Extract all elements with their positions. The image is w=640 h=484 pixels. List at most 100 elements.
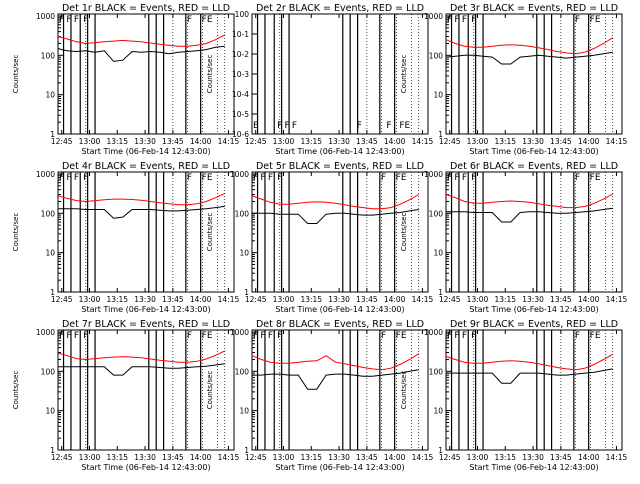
y-tick-label: 1000 [230, 328, 249, 337]
flag-marker: F [66, 331, 71, 341]
x-tick-label: 13:00 [79, 137, 101, 146]
y-axis-label: Counts/sec [206, 213, 214, 252]
y-tick-label: 10-3 [232, 70, 249, 79]
flag-marker: F [277, 173, 282, 183]
y-tick-label: 1 [50, 130, 55, 139]
y-tick-label: 10 [45, 407, 55, 416]
flag-marker: F [357, 121, 362, 131]
y-tick-label: 1000 [424, 170, 443, 179]
plot-frame [57, 13, 235, 135]
y-tick-label: 1000 [230, 170, 249, 179]
series-events [252, 369, 419, 390]
flag-marker: FE [396, 173, 407, 183]
x-tick-label: 14:15 [606, 137, 628, 146]
x-tick-label: 13:00 [273, 295, 295, 304]
flag-marker: F [447, 15, 452, 25]
series-lld [445, 37, 613, 55]
y-axis-label: Counts/sec [12, 213, 20, 252]
flag-marker: E [253, 121, 259, 131]
y-tick-label: 10 [239, 407, 249, 416]
y-tick-label: 10-6 [232, 130, 249, 139]
x-axis-label: Start Time (06-Feb-14 12:43:00) [469, 147, 598, 156]
x-tick-label: 14:15 [412, 295, 434, 304]
y-axis-label: Counts/sec [400, 55, 408, 94]
panel-7: Det 7r BLACK = Events, RED = LLD Start Ti… [12, 319, 239, 472]
y-tick-label: 10 [433, 249, 443, 258]
flag-marker: FE [202, 331, 213, 341]
series-events [58, 363, 225, 376]
y-tick-label: 1000 [424, 328, 443, 337]
series-events [445, 51, 613, 65]
flag-marker: F [260, 331, 265, 341]
x-axis-label: Start Time (06-Feb-14 12:43:00) [81, 147, 210, 156]
x-tick-label: 14:00 [384, 137, 406, 146]
flag-marker: F [268, 331, 273, 341]
x-tick-label: 13:00 [467, 137, 489, 146]
x-axis-label: Start Time (06-Feb-14 12:43:00) [81, 463, 210, 472]
x-tick-label: 14:15 [218, 453, 240, 462]
y-tick-label: 10-4 [232, 90, 249, 99]
x-tick-label: 13:15 [300, 137, 322, 146]
x-tick-label: 12:45 [245, 137, 267, 146]
flag-marker: F [83, 331, 88, 341]
x-tick-label: 13:00 [79, 295, 101, 304]
series-events [446, 368, 613, 384]
plot-frame [57, 171, 235, 293]
x-tick-label: 13:15 [300, 453, 322, 462]
y-tick-label: 10 [239, 249, 249, 258]
flag-marker: F [66, 173, 71, 183]
panel-5: Det 5r BLACK = Events, RED = LLD Start Ti… [206, 161, 433, 314]
y-tick-label: 1 [50, 446, 55, 455]
x-axis-label: Start Time (06-Feb-14 12:43:00) [275, 147, 404, 156]
flag-marker: F [66, 15, 71, 25]
flag-marker: F [59, 15, 64, 25]
x-tick-label: 13:00 [79, 453, 101, 462]
chart-title: Det 1r BLACK = Events, RED = LLD [62, 3, 230, 14]
x-tick-label: 14:00 [190, 295, 212, 304]
x-tick-label: 14:00 [384, 295, 406, 304]
y-axis-label: Counts/sec [206, 371, 214, 410]
y-tick-label: 1 [244, 446, 249, 455]
series-lld [57, 192, 225, 206]
x-tick-label: 13:30 [522, 295, 544, 304]
x-tick-label: 14:15 [412, 453, 434, 462]
y-tick-label: 10-1 [232, 30, 249, 39]
chart-title: Det 9r BLACK = Events, RED = LLD [450, 319, 618, 330]
y-tick-label: 10 [433, 407, 443, 416]
flag-marker: F [471, 331, 476, 341]
flag-marker: F [292, 121, 297, 131]
y-tick-label: 100 [41, 367, 56, 376]
flag-marker: FE [590, 331, 601, 341]
flag-marker: F [83, 173, 88, 183]
x-tick-label: 14:00 [384, 453, 406, 462]
x-tick-label: 13:45 [356, 295, 378, 304]
flag-marker: FE [399, 121, 410, 131]
x-tick-label: 13:30 [522, 137, 544, 146]
flag-marker: F [83, 15, 88, 25]
flag-marker: F [575, 331, 580, 341]
flag-marker: FE [590, 173, 601, 183]
y-tick-label: 100 [41, 51, 56, 60]
x-tick-label: 13:30 [328, 137, 350, 146]
series-lld [251, 353, 419, 371]
series-lld [445, 353, 613, 371]
series-lld [57, 34, 225, 47]
y-tick-label: 1 [244, 288, 249, 297]
chart-title: Det 8r BLACK = Events, RED = LLD [256, 319, 424, 330]
flag-marker: FE [202, 173, 213, 183]
y-tick-label: 1 [438, 130, 443, 139]
chart-title: Det 5r BLACK = Events, RED = LLD [256, 161, 424, 172]
series-events [446, 207, 613, 223]
y-tick-label: 100 [429, 51, 444, 60]
flag-marker: F [447, 331, 452, 341]
x-axis-label: Start Time (06-Feb-14 12:43:00) [469, 305, 598, 314]
flag-marker: F [187, 15, 192, 25]
x-tick-label: 13:30 [134, 137, 156, 146]
panel-2: Det 2r BLACK = Events, RED = LLD Start Ti… [206, 3, 433, 156]
x-tick-label: 12:45 [245, 295, 267, 304]
series-lld [251, 194, 419, 210]
flag-marker: F [253, 331, 258, 341]
y-tick-label: 1000 [36, 170, 55, 179]
flag-marker: FE [202, 15, 213, 25]
